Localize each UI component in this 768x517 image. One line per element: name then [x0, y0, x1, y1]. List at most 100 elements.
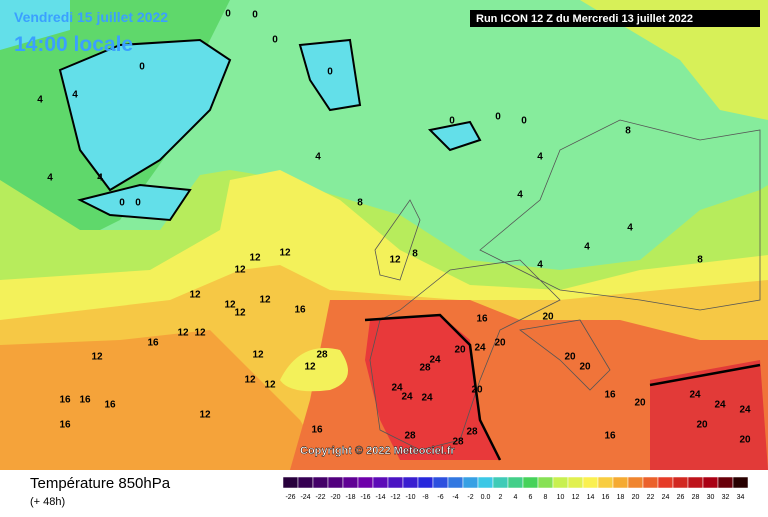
cold-zone-greenland — [58, 38, 232, 192]
scale-label: 8 — [544, 494, 548, 501]
contour-label: 24 — [689, 390, 701, 401]
scale-swatch — [477, 476, 494, 489]
scale-swatch — [597, 476, 614, 489]
contour-label: 16 — [476, 314, 488, 325]
contour-label: 12 — [91, 352, 103, 363]
contour-label: 4 — [584, 242, 590, 253]
contour-label: 8 — [697, 255, 703, 266]
contour-label: 8 — [412, 249, 418, 260]
very-hot-zone — [365, 315, 500, 460]
scale-label: -14 — [375, 494, 385, 501]
contour-label: 16 — [79, 395, 91, 406]
scale-label: -26 — [285, 494, 295, 501]
contour-label: 0 — [495, 112, 501, 123]
footer-title: Température 850hPa — [30, 475, 171, 492]
scale-swatch — [342, 476, 359, 489]
scale-swatch — [582, 476, 599, 489]
contour-label: 4 — [37, 95, 43, 106]
scale-swatch — [537, 476, 554, 489]
contour-label: 12 — [199, 410, 211, 421]
contour-label: 16 — [294, 305, 306, 316]
scale-swatch — [372, 476, 389, 489]
contour-label: 16 — [59, 420, 71, 431]
isotherm-24 — [364, 313, 761, 461]
scale-label: -12 — [390, 494, 400, 501]
run-box — [470, 10, 760, 27]
contour-label: 12 — [177, 328, 189, 339]
contour-label: 16 — [59, 395, 71, 406]
scale-swatch — [657, 476, 674, 489]
scale-label: 18 — [617, 494, 625, 501]
contour-label: 0 — [272, 35, 278, 46]
contour-label: 4 — [537, 152, 543, 163]
contour-label: 12 — [259, 295, 271, 306]
scale-label: 28 — [692, 494, 700, 501]
contour-label: 12 — [234, 265, 246, 276]
scale-label: 12 — [572, 494, 580, 501]
cold-zone — [77, 183, 192, 222]
contour-label: 0 — [119, 198, 125, 209]
scale-swatch — [447, 476, 464, 489]
contour-label: 24 — [714, 400, 726, 411]
scale-label: 26 — [677, 494, 685, 501]
contour-label: 4 — [72, 90, 78, 101]
scale-swatch — [627, 476, 644, 489]
scale-swatch — [612, 476, 629, 489]
orange-zone — [0, 330, 330, 470]
run-info: Run ICON 12 Z du Mercredi 13 juillet 202… — [476, 13, 693, 25]
scale-label: 32 — [722, 494, 730, 501]
scale-swatch — [297, 476, 314, 489]
contour-label: 0 — [327, 67, 333, 78]
cool-pocket — [280, 348, 348, 392]
contour-label: 12 — [252, 350, 264, 361]
scale-swatch — [432, 476, 449, 489]
contour-label: 16 — [104, 400, 116, 411]
contour-label: 28 — [452, 437, 464, 448]
scale-label: 4 — [514, 494, 518, 501]
contour-label: 0 — [225, 9, 231, 20]
scale-label: 0.0 — [481, 494, 491, 501]
contour-label: 20 — [634, 398, 646, 409]
contour-label: 16 — [147, 338, 159, 349]
contour-label: 12 — [224, 300, 236, 311]
scale-label: -16 — [360, 494, 370, 501]
scale-label: 14 — [587, 494, 595, 501]
scale-swatch — [522, 476, 539, 489]
scale-label: 2 — [499, 494, 503, 501]
contour-label: 24 — [401, 392, 413, 403]
contour-label: 16 — [604, 390, 616, 401]
contour-label: 4 — [537, 260, 543, 271]
contour-label: 16 — [604, 431, 616, 442]
contour-label: 0 — [135, 198, 141, 209]
scale-label: 16 — [602, 494, 610, 501]
scale-label: -24 — [300, 494, 310, 501]
contour-label: 20 — [471, 385, 483, 396]
scale-swatch — [417, 476, 434, 489]
scale-label: -10 — [405, 494, 415, 501]
scale-label: -8 — [422, 494, 428, 501]
contour-label: 16 — [311, 425, 323, 436]
map-time: 14:00 locale — [14, 33, 133, 56]
contour-label: 24 — [739, 405, 751, 416]
contour-label: 4 — [627, 223, 633, 234]
contour-label: 12 — [244, 375, 256, 386]
contour-label: 12 — [389, 255, 401, 266]
contour-label: 20 — [564, 352, 576, 363]
contour-label: 12 — [279, 248, 291, 259]
scale-swatch — [717, 476, 734, 489]
scale-label: 30 — [707, 494, 715, 501]
scale-swatch — [507, 476, 524, 489]
contour-label: 4 — [97, 173, 103, 184]
scale-label: -6 — [437, 494, 443, 501]
contour-label: 28 — [466, 427, 478, 438]
contour-label: 8 — [357, 198, 363, 209]
east-zone — [580, 0, 768, 120]
scale-swatch — [732, 476, 749, 489]
contour-label: 0 — [252, 10, 258, 21]
scale-swatch — [672, 476, 689, 489]
contour-label: 12 — [194, 328, 206, 339]
contour-label: 24 — [474, 343, 486, 354]
scale-swatch — [282, 476, 299, 489]
